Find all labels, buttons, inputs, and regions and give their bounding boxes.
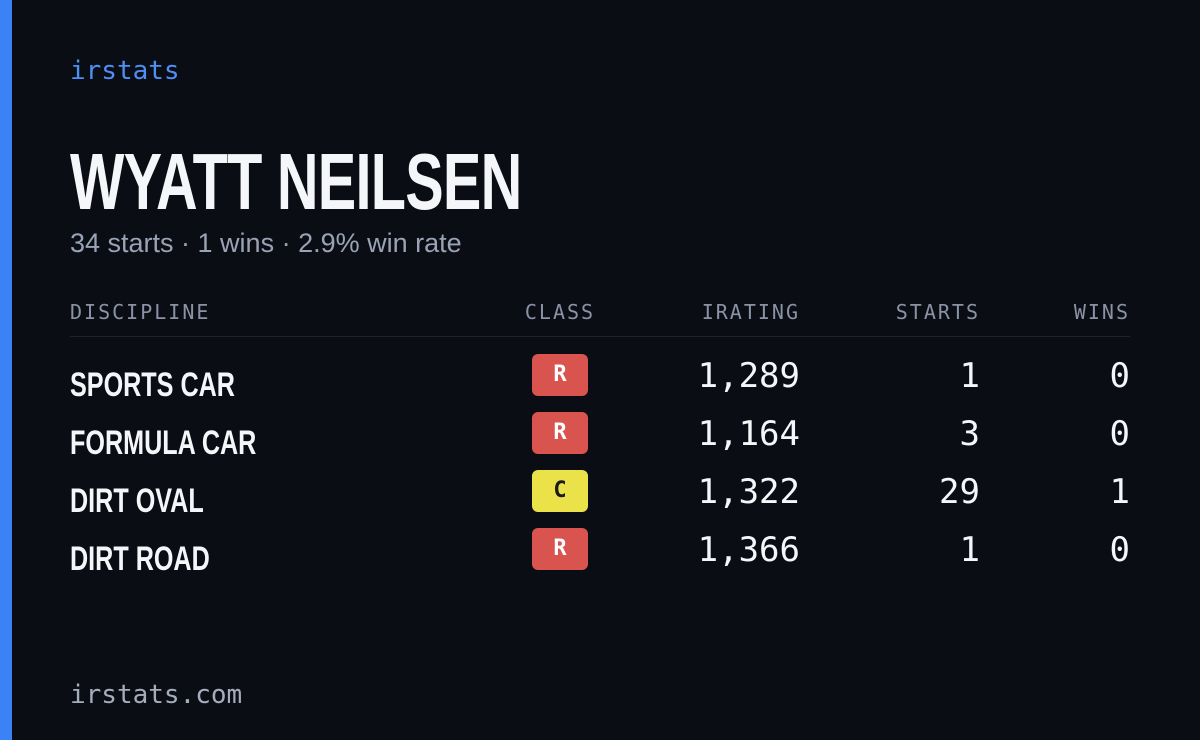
cell-value: 1 (959, 530, 980, 570)
column-header: IRATING (701, 300, 800, 324)
class-badge: R (532, 354, 588, 396)
footer: irstats.com (70, 680, 243, 710)
class-badge: R (532, 412, 588, 454)
cell-value: 0 (1109, 356, 1130, 396)
class-badge: R (532, 528, 588, 570)
column-header: CLASS (524, 300, 596, 324)
accent-strip (0, 0, 12, 740)
class-badge: C (532, 470, 588, 512)
cell-value: 1 (959, 356, 980, 396)
column-header: WINS (1073, 300, 1130, 324)
cell-value: 1,322 (697, 472, 800, 512)
cell-value: 1,289 (697, 356, 800, 396)
column-header: STARTS (895, 300, 980, 324)
cell-value: 1,164 (697, 414, 800, 454)
cell-value: 0 (1109, 414, 1130, 454)
discipline: DIRT ROAD (70, 540, 210, 578)
header-rule (70, 336, 1130, 337)
cell-value: 0 (1109, 530, 1130, 570)
cell-value: 3 (959, 414, 980, 454)
column-header: DISCIPLINE (70, 300, 211, 324)
discipline: SPORTS CAR (70, 366, 235, 404)
cell-value: 1,366 (697, 530, 800, 570)
cell-value: 29 (939, 472, 980, 512)
driver-name: WYATT NEILSEN (70, 137, 522, 226)
driver-summary: 34 starts · 1 wins · 2.9% win rate (70, 228, 462, 258)
discipline: FORMULA CAR (70, 424, 257, 462)
brand: irstats (70, 56, 180, 86)
cell-value: 1 (1109, 472, 1130, 512)
discipline: DIRT OVAL (70, 482, 204, 520)
